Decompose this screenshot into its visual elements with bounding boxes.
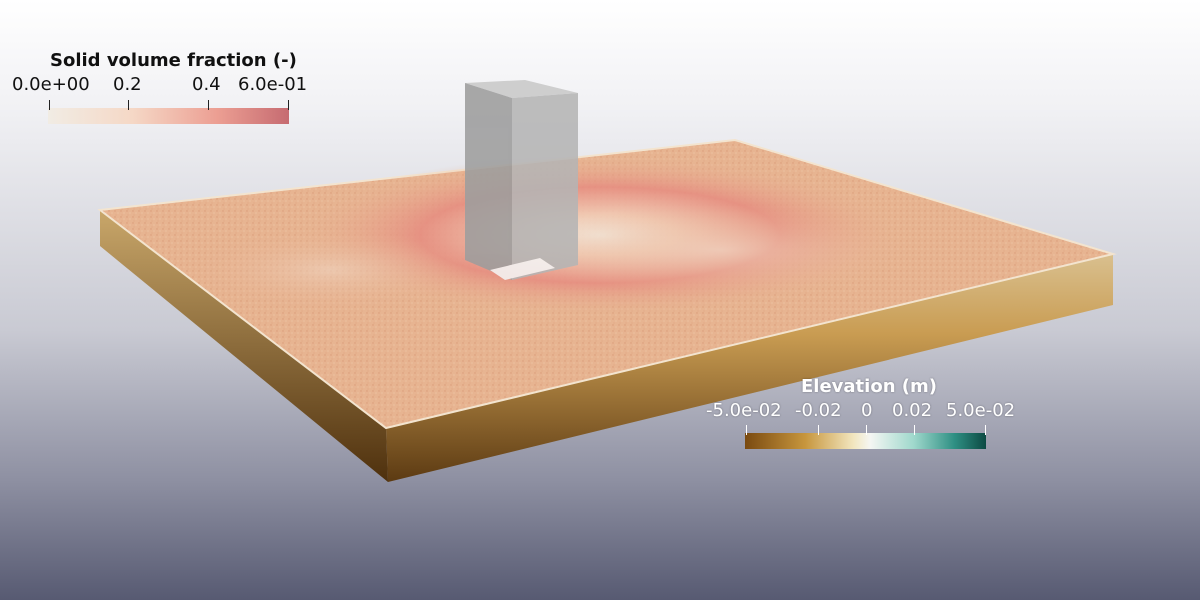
legend-tick-mark: [208, 100, 209, 110]
legend-tick-mark: [914, 425, 915, 435]
legend-tick-mark: [128, 100, 129, 110]
legend-tick-mark: [985, 425, 986, 435]
legend-tick-label: 0.2: [113, 74, 142, 95]
upstream-deposit: [190, 230, 470, 310]
legend-title: Elevation (m): [801, 376, 937, 397]
legend-tick-mark: [746, 425, 747, 435]
legend-tick-label: 0: [861, 400, 873, 421]
legend-tick-label: 0.4: [192, 74, 221, 95]
legend-color-bar: [48, 108, 289, 124]
legend-title: Solid volume fraction (-): [50, 50, 297, 71]
legend-tick-mark: [818, 425, 819, 435]
wake-zone: [530, 205, 910, 295]
legend-tick-mark: [288, 100, 289, 110]
legend-tick-label: 6.0e-01: [238, 74, 308, 95]
legend-tick-label: -0.02: [795, 400, 842, 421]
legend-tick-label: -5.0e-02: [706, 400, 782, 421]
pier-block: [465, 80, 578, 280]
bed-front-side: [386, 254, 1113, 482]
legend-tick-label: 0.02: [892, 400, 933, 421]
legend-tick-label: 0.0e+00: [12, 74, 90, 95]
legend-tick-mark: [866, 425, 867, 435]
legend-color-bar: [745, 433, 986, 449]
legend-tick-label: 5.0e-02: [946, 400, 1016, 421]
legend-tick-mark: [49, 100, 50, 110]
bed-left-side: [100, 210, 388, 482]
